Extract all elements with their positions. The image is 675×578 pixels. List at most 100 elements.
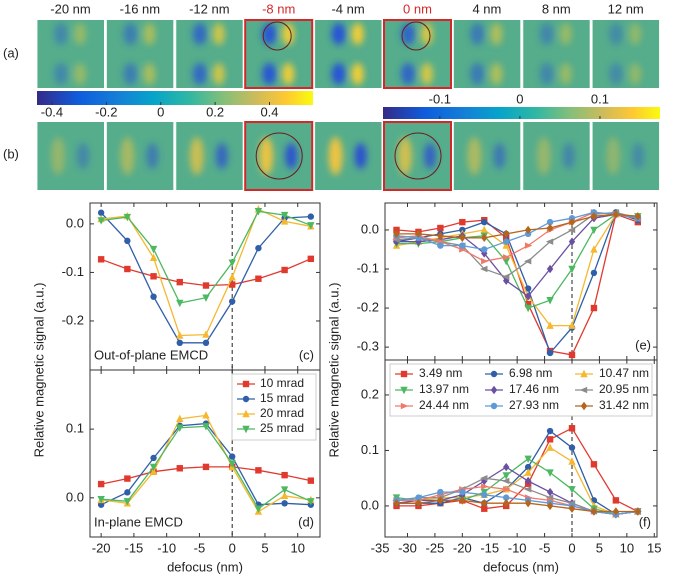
marker: [481, 498, 488, 508]
series-line: [396, 213, 638, 298]
marker: [590, 245, 598, 253]
tile-contrast: [54, 23, 86, 85]
blob-positive: [629, 63, 642, 85]
marker: [524, 455, 532, 463]
marker: [502, 462, 510, 472]
marker: [123, 498, 132, 506]
blob-positive: [212, 23, 225, 45]
marker: [400, 370, 408, 378]
y-tick-label: -0.3: [357, 339, 379, 354]
blob-positive: [328, 137, 343, 175]
marker: [502, 472, 510, 480]
x-tick-label: 10: [290, 540, 304, 555]
marker: [523, 486, 532, 493]
blob-negative: [539, 63, 554, 85]
highlight-circle: [255, 132, 303, 180]
marker: [176, 339, 183, 347]
image-tile: [592, 122, 660, 190]
colorbar-tick-label: -0.1: [429, 91, 451, 106]
y-tick-label: 0.0: [361, 221, 379, 236]
series-line: [100, 258, 312, 287]
blob-negative: [609, 23, 624, 45]
marker: [415, 229, 422, 239]
blob-positive: [467, 137, 482, 175]
blob-positive: [421, 63, 433, 85]
tile-contrast: [606, 137, 645, 175]
tile-background: [522, 20, 590, 88]
marker: [545, 238, 554, 245]
marker: [124, 237, 131, 245]
blob-positive: [490, 63, 503, 85]
blob-positive: [282, 63, 295, 85]
marker: [97, 501, 105, 508]
blob-positive: [212, 63, 225, 85]
marker: [176, 414, 184, 422]
annotation: In-plane EMCD: [94, 514, 183, 529]
series-line: [396, 466, 638, 515]
marker: [480, 265, 488, 273]
x-tick-label: -15: [125, 540, 144, 555]
marker: [524, 476, 532, 486]
marker: [281, 500, 288, 507]
plot-frame: [384, 359, 658, 538]
marker: [149, 463, 158, 472]
legend-label: 10.47 nm: [599, 366, 649, 380]
marker: [481, 257, 489, 265]
blob-positive: [143, 23, 156, 45]
colorbar-tick-label: -0.2: [95, 104, 117, 119]
tile-label: 12 nm: [608, 1, 644, 16]
marker: [459, 488, 466, 496]
highlight-circle: [401, 21, 431, 51]
annotation: Out-of-plane EMCD: [94, 347, 208, 362]
tile-label: -16 nm: [120, 1, 160, 16]
marker: [228, 453, 236, 460]
x-tick-label: -5: [539, 540, 551, 555]
colorbar-tick-label: 0.1: [591, 91, 609, 106]
y-tick-label: 0.0: [66, 489, 84, 504]
marker: [280, 486, 289, 494]
blob-positive: [398, 137, 412, 175]
blob-positive: [606, 137, 621, 175]
legend-label: 17.46 nm: [509, 382, 559, 396]
y-tick-label: 0.0: [66, 215, 84, 230]
marker: [612, 210, 620, 219]
blob-negative: [401, 63, 415, 85]
x-tick-label: -20: [92, 540, 111, 555]
blob-negative: [192, 23, 207, 45]
marker: [546, 427, 554, 435]
marker: [590, 269, 598, 277]
marker: [579, 386, 588, 394]
legend-label: 24.44 nm: [419, 398, 469, 412]
blob-negative: [470, 23, 485, 45]
blob-positive: [74, 63, 86, 85]
marker: [150, 454, 157, 462]
marker: [580, 369, 588, 378]
series-line: [396, 211, 639, 355]
tile-background: [175, 122, 243, 190]
marker: [568, 504, 576, 513]
image-tile: [245, 20, 313, 88]
marker: [176, 424, 184, 432]
image-tile: [592, 20, 660, 88]
y-tick-label: -0.2: [357, 299, 379, 314]
marker: [524, 498, 532, 508]
image-tile: [314, 20, 382, 88]
marker: [437, 224, 444, 232]
tile-contrast: [401, 23, 433, 85]
marker: [459, 496, 466, 505]
image-tile: [522, 122, 590, 190]
marker: [228, 281, 236, 288]
legend-label: 31.42 nm: [599, 398, 649, 412]
x-tick-label: -30: [398, 540, 417, 555]
marker: [393, 229, 400, 239]
tile-label: 0 nm: [403, 1, 432, 16]
marker: [459, 218, 466, 226]
marker: [150, 293, 157, 300]
marker: [255, 244, 262, 252]
marker: [176, 331, 184, 339]
panel-label: (f): [639, 514, 651, 529]
tile-contrast: [331, 23, 364, 85]
marker: [254, 208, 263, 216]
